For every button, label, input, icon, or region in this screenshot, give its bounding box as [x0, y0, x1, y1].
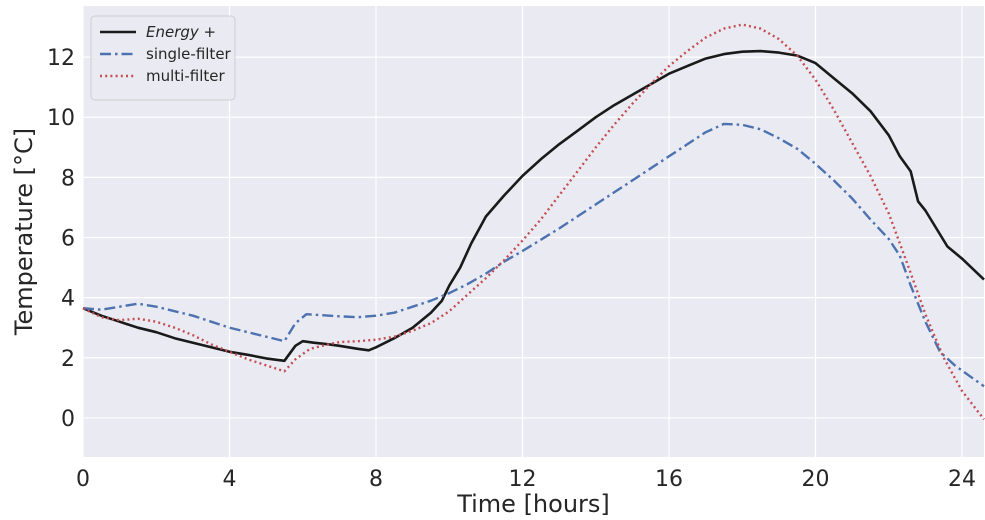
y-tick-label: 10	[47, 106, 75, 131]
y-tick-label: 6	[61, 227, 75, 252]
x-tick-labels: 0 4 8 12 16 20 24	[76, 467, 976, 492]
legend-item-single-filter: single-filter	[100, 45, 232, 63]
y-tick-labels: 0 2 4 6 8 10 12	[47, 46, 75, 432]
series-line-energy	[82, 49, 985, 363]
legend-label-energy: Energy +	[146, 23, 216, 41]
x-tick-label: 12	[509, 467, 537, 492]
y-tick-label: 8	[61, 166, 75, 191]
legend-item-energy: Energy +	[100, 23, 216, 41]
grid-lines	[82, 6, 984, 457]
series-line-multi-filter	[82, 23, 985, 421]
x-axis-label: Time [hours]	[456, 490, 610, 518]
y-tick-label: 0	[61, 407, 75, 432]
series-lines	[82, 23, 985, 421]
legend: Energy + single-filter multi-filter	[90, 15, 236, 101]
legend-label-multi-filter: multi-filter	[146, 67, 225, 85]
y-axis-label: Temperature [°C]	[10, 128, 38, 336]
x-tick-label: 16	[655, 467, 683, 492]
y-tick-label: 12	[47, 46, 75, 71]
y-tick-label: 4	[61, 287, 75, 312]
legend-label-single-filter: single-filter	[146, 45, 232, 63]
x-tick-label: 20	[802, 467, 830, 492]
x-tick-label: 4	[223, 467, 237, 492]
y-tick-label: 2	[61, 347, 75, 372]
legend-box	[90, 15, 236, 101]
x-tick-label: 8	[369, 467, 383, 492]
x-tick-label: 24	[948, 467, 976, 492]
legend-item-multi-filter: multi-filter	[100, 67, 225, 85]
x-tick-label: 0	[76, 467, 90, 492]
